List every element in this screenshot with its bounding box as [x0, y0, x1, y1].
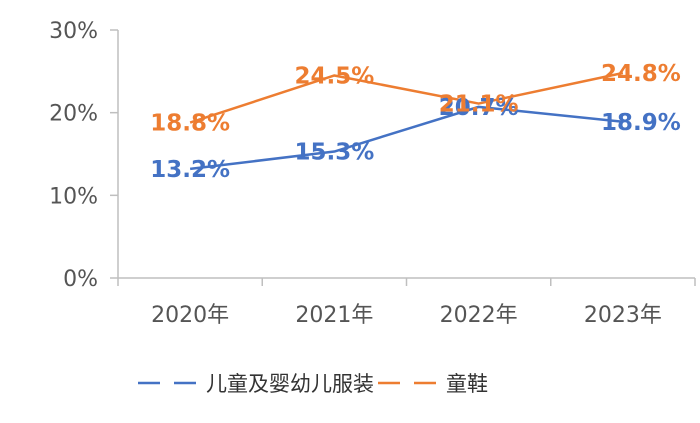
data-label: 18.9% — [601, 110, 681, 136]
data-label: 24.8% — [601, 61, 681, 87]
x-tick-label: 2022年 — [440, 303, 518, 328]
x-tick-label: 2021年 — [295, 303, 373, 328]
chart-data-labels: 13.2% 15.3% 20.7% 18.9% 18.8% 24.5% 21.1% 24.8% — [150, 61, 681, 183]
chart-axes: 0% 10% 20% 30% 2020年 2021年 2022年 2023年 — [49, 19, 696, 328]
data-label: 21.1% — [439, 92, 519, 118]
chart-legend: 儿童及婴幼儿服装 童鞋 — [138, 372, 488, 396]
x-tick-label: 2020年 — [151, 303, 229, 328]
x-tick-label: 2023年 — [584, 303, 662, 328]
legend-label-2: 童鞋 — [446, 372, 488, 396]
chart-series — [189, 71, 624, 171]
series-line-1 — [189, 105, 624, 171]
data-label: 13.2% — [150, 157, 230, 183]
y-tick-label: 10% — [49, 184, 98, 209]
data-label: 24.5% — [294, 63, 374, 89]
series-line-2 — [189, 71, 624, 124]
legend-label-1: 儿童及婴幼儿服装 — [206, 372, 374, 396]
y-tick-label: 20% — [49, 102, 98, 127]
data-label: 20.7% — [439, 95, 519, 121]
data-label: 15.3% — [294, 140, 374, 166]
y-tick-label: 30% — [49, 19, 98, 44]
data-label: 18.8% — [150, 111, 230, 137]
y-tick-label: 0% — [63, 267, 98, 292]
